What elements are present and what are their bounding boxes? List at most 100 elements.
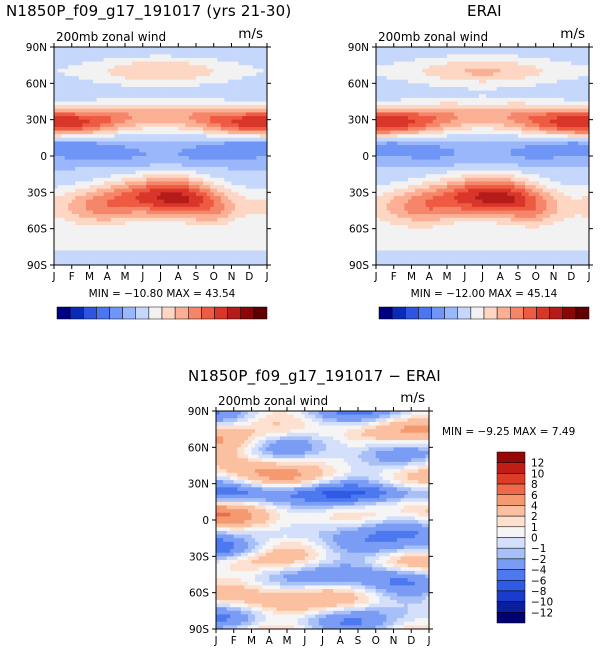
model-heatmap-cell <box>224 86 229 91</box>
model-heatmap-cell <box>139 152 144 157</box>
model-heatmap-cell <box>125 221 129 226</box>
obs-heatmap-cell <box>386 214 391 219</box>
model-heatmap-cell <box>217 134 222 139</box>
model-heatmap-cell <box>117 79 122 84</box>
model-heatmap-cell <box>89 72 94 77</box>
model-heatmap-cell <box>164 112 168 117</box>
model-heatmap-cell <box>132 152 137 157</box>
model-heatmap-cell <box>139 137 144 142</box>
obs-heatmap-cell <box>379 68 384 73</box>
model-heatmap-cell <box>128 68 133 73</box>
model-heatmap-cell <box>245 181 250 186</box>
model-heatmap-cell <box>114 134 119 139</box>
model-heatmap-cell <box>128 250 133 255</box>
model-heatmap-cell <box>96 108 101 113</box>
model-heatmap-cell <box>199 123 204 128</box>
model-heatmap-cell <box>174 232 179 237</box>
obs-heatmap-cell <box>432 195 437 200</box>
obs-heatmap-cell <box>400 101 405 106</box>
obs-heatmap-cell <box>415 203 419 208</box>
model-heatmap-cell <box>153 116 158 121</box>
obs-heatmap-cell <box>407 203 412 208</box>
model-heatmap-cell <box>199 76 204 81</box>
model-heatmap-cell <box>171 246 176 251</box>
model-heatmap-cell <box>110 86 115 91</box>
obs-heatmap-cell <box>407 177 412 182</box>
model-heatmap-cell <box>220 105 225 110</box>
model-heatmap-cell <box>245 57 250 62</box>
obs-heatmap-cell <box>393 181 398 186</box>
model-heatmap-cell <box>178 235 183 240</box>
obs-heatmap-cell <box>422 152 427 157</box>
model-heatmap-cell <box>224 177 229 182</box>
obs-heatmap-cell <box>397 148 402 153</box>
model-heatmap-cell <box>178 177 183 182</box>
obs-heatmap-cell <box>379 185 384 190</box>
model-heatmap-cell <box>71 221 76 226</box>
model-heatmap-cell <box>227 141 232 146</box>
model-heatmap-cell <box>213 101 218 106</box>
model-heatmap-cell <box>227 203 232 208</box>
model-heatmap-cell <box>114 261 119 266</box>
model-heatmap-cell <box>71 86 76 91</box>
model-heatmap-cell <box>54 54 58 59</box>
model-heatmap-cell <box>142 90 147 95</box>
obs-heatmap-cell <box>436 61 441 66</box>
model-heatmap-cell <box>149 221 154 226</box>
model-heatmap-cell <box>203 108 208 113</box>
model-heatmap-cell <box>263 206 268 211</box>
model-heatmap-cell <box>71 152 76 157</box>
model-heatmap-cell <box>238 250 243 255</box>
model-heatmap-cell <box>235 112 239 117</box>
obs-heatmap-cell <box>400 228 405 233</box>
obs-heatmap-cell <box>383 181 388 186</box>
model-heatmap-cell <box>107 203 112 208</box>
model-heatmap-cell <box>249 65 254 70</box>
obs-heatmap-cell <box>447 126 451 131</box>
model-heatmap-cell <box>153 206 158 211</box>
model-heatmap-cell <box>249 239 254 244</box>
model-heatmap-cell <box>149 177 154 182</box>
model-heatmap-cell <box>78 137 83 142</box>
obs-heatmap-cell <box>450 101 455 106</box>
model-heatmap-cell <box>263 145 268 150</box>
model-heatmap-cell <box>235 76 239 81</box>
obs-heatmap-cell <box>379 257 384 262</box>
model-heatmap-cell <box>171 61 176 66</box>
obs-heatmap-cell <box>425 221 430 226</box>
obs-heatmap-cell <box>393 225 398 230</box>
obs-heatmap-cell <box>379 108 384 113</box>
model-heatmap-cell <box>185 97 190 102</box>
obs-heatmap-cell <box>379 210 384 215</box>
model-heatmap-cell <box>181 203 186 208</box>
model-heatmap-cell <box>231 145 236 150</box>
model-heatmap-cell <box>238 246 243 251</box>
obs-heatmap-cell <box>404 206 409 211</box>
obs-heatmap-cell <box>393 217 398 222</box>
model-heatmap-cell <box>103 47 108 52</box>
model-heatmap-cell <box>199 239 204 244</box>
model-heatmap-cell <box>224 141 229 146</box>
model-heatmap-cell <box>121 206 126 211</box>
obs-heatmap-cell <box>390 90 395 95</box>
model-heatmap-cell <box>128 254 133 259</box>
model-heatmap-cell <box>188 188 193 193</box>
obs-heatmap-cell <box>415 90 419 95</box>
model-heatmap-cell <box>196 156 200 161</box>
obs-heatmap-cell <box>397 97 402 102</box>
obs-heatmap-cell <box>407 199 412 204</box>
model-heatmap-cell <box>132 145 137 150</box>
model-heatmap-cell <box>68 210 73 215</box>
obs-heatmap-cell <box>404 68 409 73</box>
model-heatmap-cell <box>227 163 232 168</box>
model-heatmap-cell <box>153 47 158 52</box>
model-heatmap-cell <box>206 152 211 157</box>
model-heatmap-cell <box>89 221 94 226</box>
model-heatmap-cell <box>135 116 140 121</box>
obs-heatmap-cell <box>432 261 437 266</box>
model-heatmap-cell <box>263 188 268 193</box>
obs-heatmap-cell <box>425 134 430 139</box>
obs-heatmap-cell <box>393 156 398 161</box>
obs-heatmap-cell <box>429 47 434 52</box>
model-heatmap-cell <box>75 243 80 248</box>
